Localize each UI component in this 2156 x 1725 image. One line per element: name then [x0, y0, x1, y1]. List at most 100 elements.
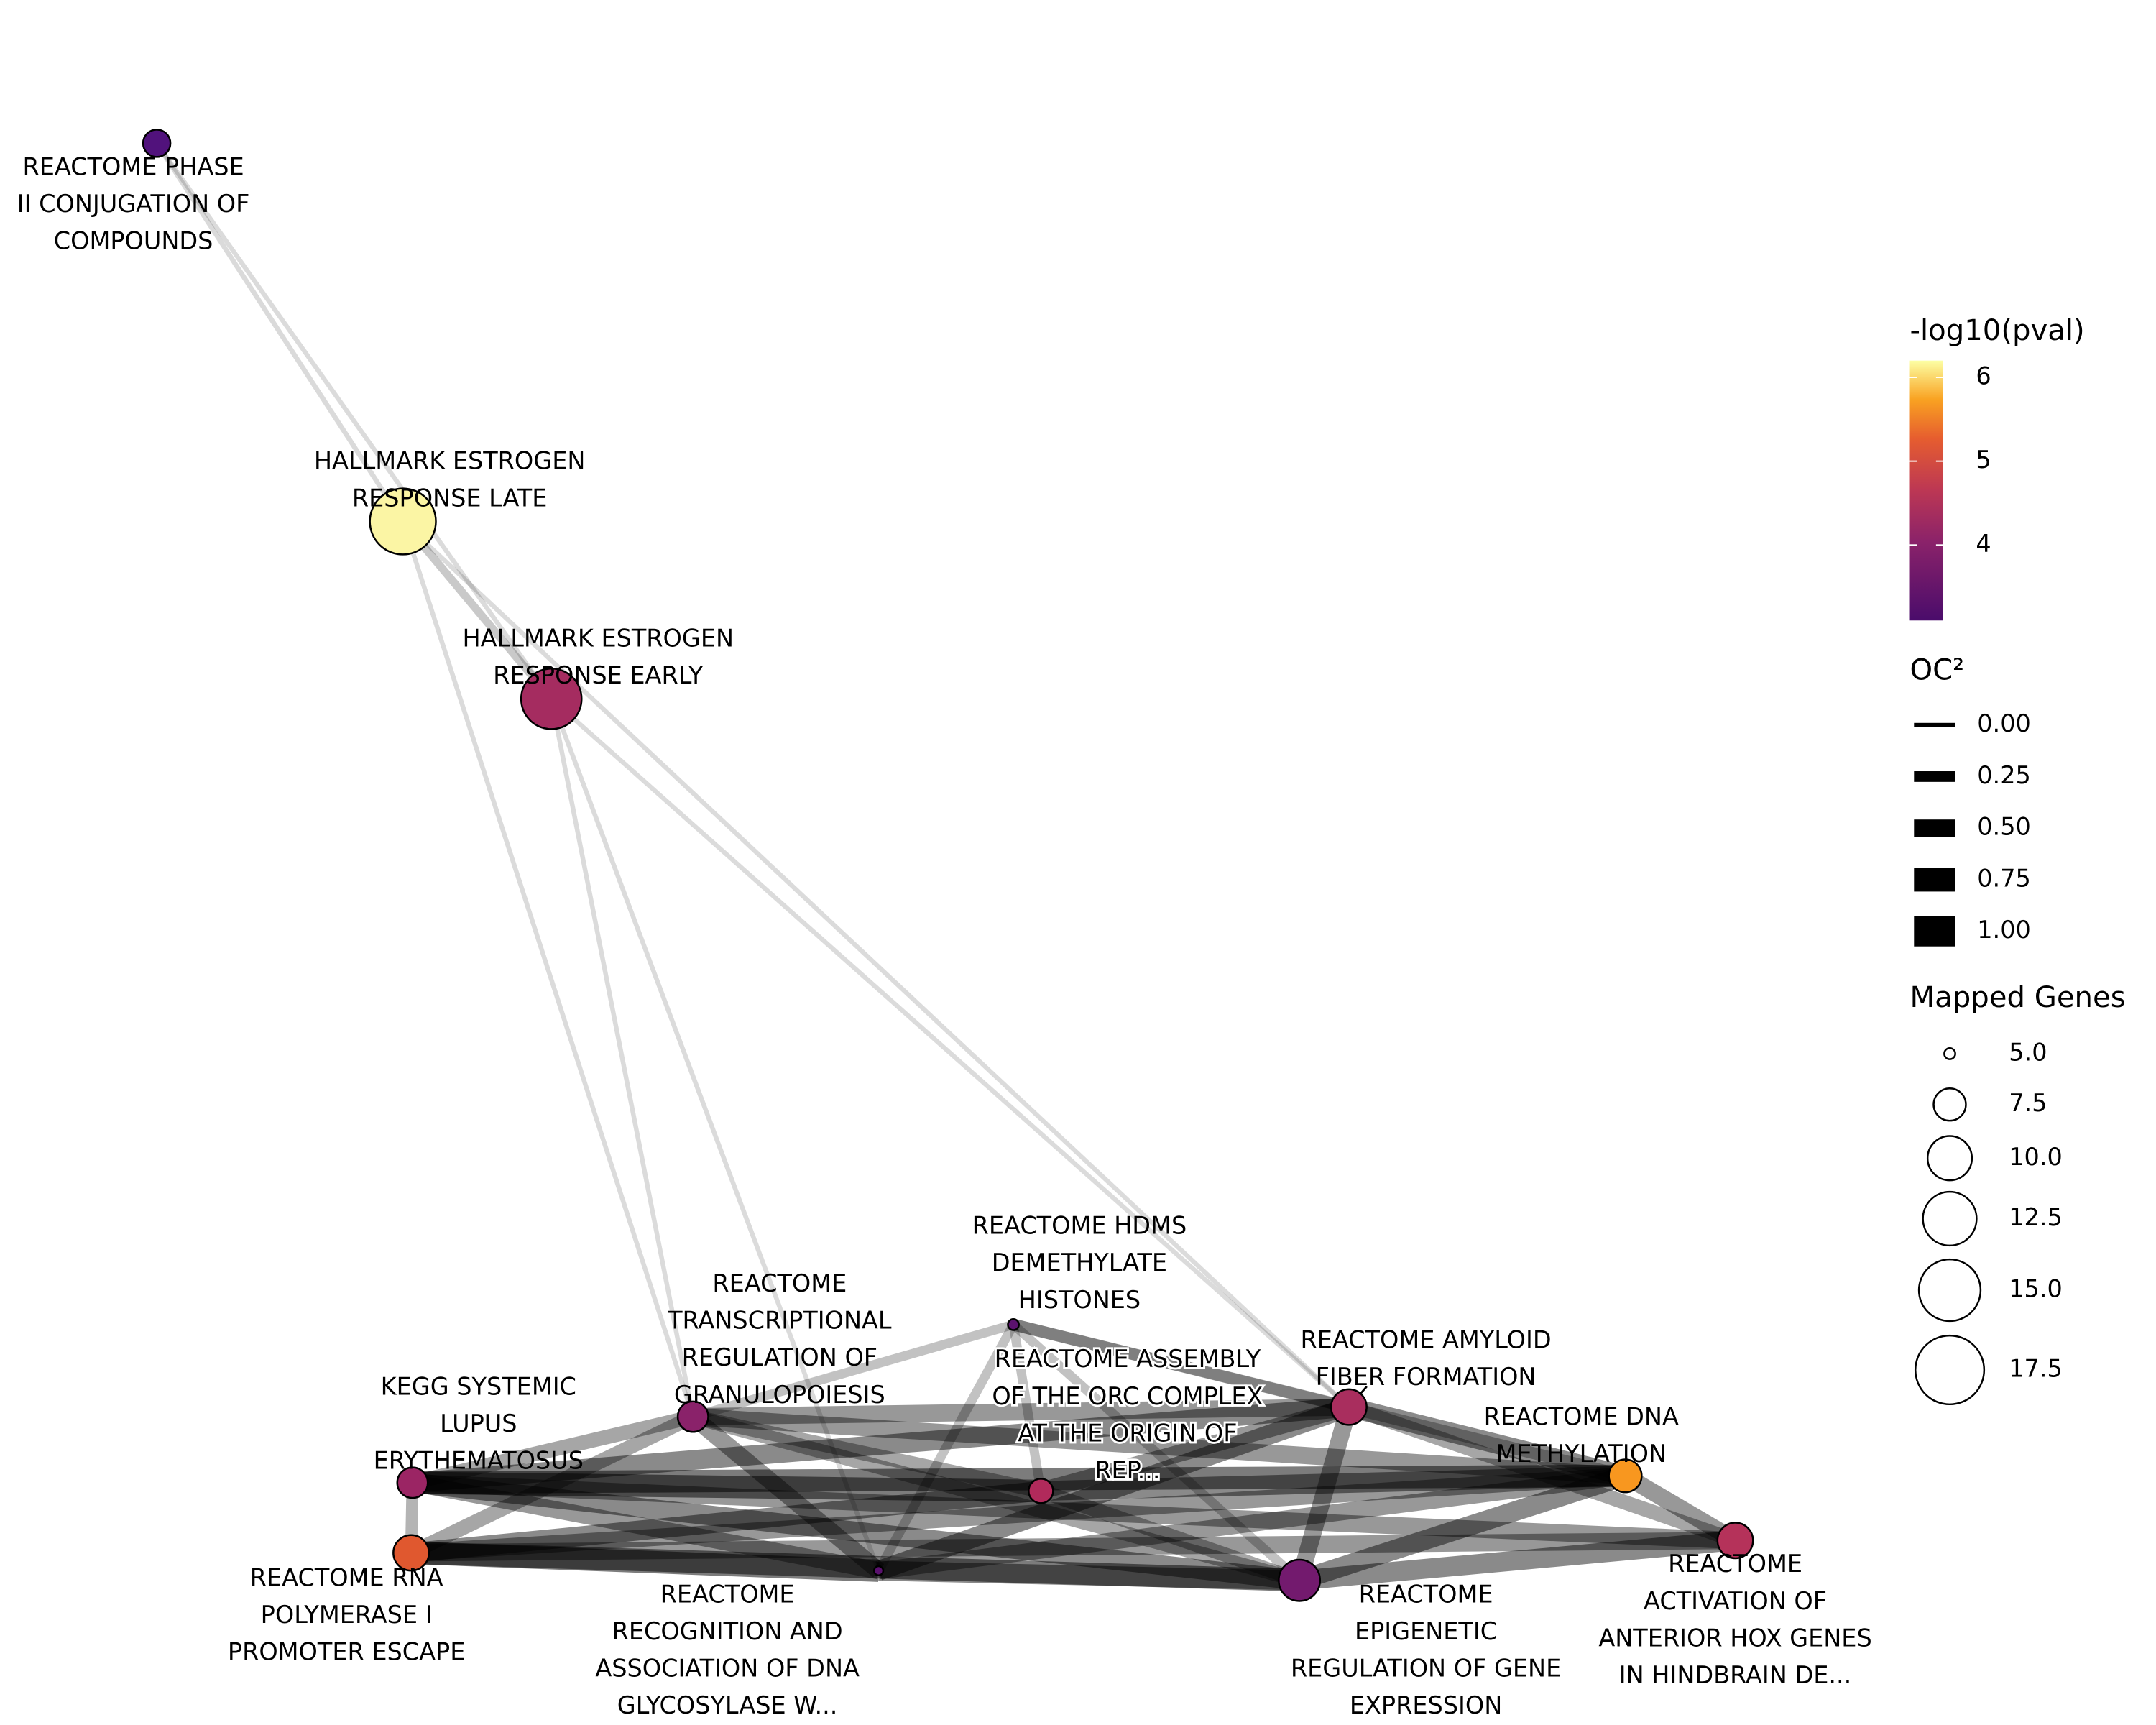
node-label: OF THE ORC COMPLEX	[992, 1382, 1263, 1410]
edge	[410, 1481, 1042, 1563]
size-key	[1922, 1190, 1978, 1247]
edge	[412, 1473, 1736, 1550]
edge	[1621, 1468, 1740, 1548]
width-label: 0.25	[1977, 761, 2031, 789]
edge	[412, 1464, 1626, 1494]
edge	[1291, 1404, 1358, 1583]
node-label: DEMETHYLATE	[992, 1248, 1167, 1276]
width-label: 1.00	[1977, 916, 2031, 944]
node	[520, 668, 583, 730]
node-label: GLYCOSYLASE W...	[617, 1691, 838, 1719]
node-label: REACTOME RNA	[250, 1563, 443, 1591]
edge	[549, 698, 881, 1572]
colorbar-label: 5	[1976, 446, 1991, 474]
size-label: 17.5	[2009, 1354, 2063, 1382]
edge	[1298, 1530, 1736, 1591]
size-key	[1917, 1258, 1982, 1322]
edge	[411, 1473, 1301, 1591]
node	[396, 1466, 429, 1499]
edge	[411, 1397, 1350, 1493]
node-label: RECOGNITION AND	[612, 1617, 843, 1645]
node-label: HALLMARK ESTROGEN	[463, 625, 734, 653]
width-label: 0.50	[1977, 813, 2031, 841]
node-label: REACTOME DNA	[1484, 1402, 1679, 1430]
edge	[155, 142, 405, 523]
node-label: HALLMARK ESTROGEN	[314, 447, 586, 475]
size-label: 10.0	[2009, 1143, 2063, 1171]
edge	[1346, 1397, 1628, 1486]
node-label: REGULATION OF GENE	[1291, 1655, 1561, 1683]
node-label: ACTIVATION OF	[1644, 1587, 1827, 1615]
node-label: EXPRESSION	[1350, 1691, 1502, 1719]
edge	[549, 698, 696, 1417]
node-label: REACTOME	[1359, 1580, 1493, 1608]
edge	[1038, 1484, 1302, 1588]
width-label: 0.75	[1977, 864, 2031, 892]
node	[392, 1534, 430, 1572]
node	[1028, 1478, 1054, 1504]
edge	[874, 1322, 1018, 1573]
legend: -log10(pval) 4 5 6 OC² 0.00 0.25 0.50 0.75 1.00 Ma…	[1909, 314, 2126, 1406]
node-label: IN HINDBRAIN DE...	[1619, 1661, 1852, 1689]
edge	[1346, 1400, 1738, 1547]
node-label: RESPONSE EARLY	[493, 661, 704, 689]
edge	[410, 1541, 1300, 1592]
node-label: REP...	[1095, 1456, 1160, 1484]
legend-title: Mapped Genes	[1910, 981, 2126, 1014]
node	[1330, 1388, 1368, 1426]
width-key	[1914, 819, 1955, 837]
node-label: PROMOTER ESCAPE	[228, 1638, 465, 1666]
size-label: 5.0	[2009, 1038, 2047, 1066]
edge	[1038, 1399, 1352, 1499]
node-label: FIBER FORMATION	[1316, 1363, 1537, 1391]
node-label: II CONJUGATION OF	[17, 190, 250, 218]
edge	[410, 1532, 1736, 1562]
node-label: REACTOME PHASE	[23, 152, 244, 180]
width-key	[1914, 722, 1955, 727]
edge	[692, 1408, 1626, 1485]
labels: REACTOME PHASE II CONJUGATION OF COMPOUNDS…	[17, 152, 1872, 1719]
size-key	[1943, 1047, 1956, 1060]
edge	[687, 1409, 885, 1578]
size-key	[1932, 1087, 1967, 1122]
node	[1716, 1522, 1754, 1560]
node-label: ASSOCIATION OF DNA	[595, 1655, 860, 1683]
node-label: ANTERIOR HOX GENES	[1598, 1624, 1871, 1652]
edge	[550, 696, 1351, 1409]
node-label: RESPONSE LATE	[352, 484, 548, 512]
node-label: KEGG SYSTEMIC	[381, 1372, 576, 1400]
node-label: REGULATION OF	[682, 1343, 877, 1371]
edge	[875, 1397, 1353, 1581]
legend-title: OC²	[1910, 654, 1965, 687]
nodes	[142, 129, 1754, 1602]
size-key	[1914, 1334, 1986, 1406]
colorbar-label: 4	[1976, 530, 1991, 558]
width-key	[1914, 868, 1955, 892]
size-key	[1926, 1135, 1973, 1182]
edge	[1012, 1318, 1627, 1482]
node-label: REACTOME HDMS	[972, 1212, 1187, 1240]
colorbar	[1909, 360, 1943, 621]
width-key	[1914, 916, 1955, 947]
size-label: 15.0	[2009, 1275, 2063, 1303]
size-label: 7.5	[2009, 1089, 2047, 1117]
node-label: REACTOME AMYLOID	[1300, 1325, 1551, 1353]
node-label: REACTOME	[1668, 1550, 1802, 1578]
legend-title: -log10(pval)	[1910, 314, 2085, 347]
node-label: REACTOME	[660, 1580, 795, 1608]
node-label: ERYTHEMATOSUS	[374, 1447, 584, 1475]
node-label: HISTONES	[1018, 1286, 1141, 1314]
edge	[400, 520, 696, 1418]
size-label: 12.5	[2009, 1203, 2063, 1231]
node-label: TRANSCRIPTIONAL	[667, 1307, 892, 1335]
node	[1278, 1558, 1322, 1602]
node-label: METHYLATION	[1496, 1440, 1667, 1468]
edge	[401, 520, 1351, 1409]
node-label: COMPOUNDS	[54, 227, 213, 255]
edge	[407, 1409, 696, 1560]
node	[1608, 1458, 1643, 1494]
node	[142, 129, 172, 158]
edge	[155, 142, 553, 701]
